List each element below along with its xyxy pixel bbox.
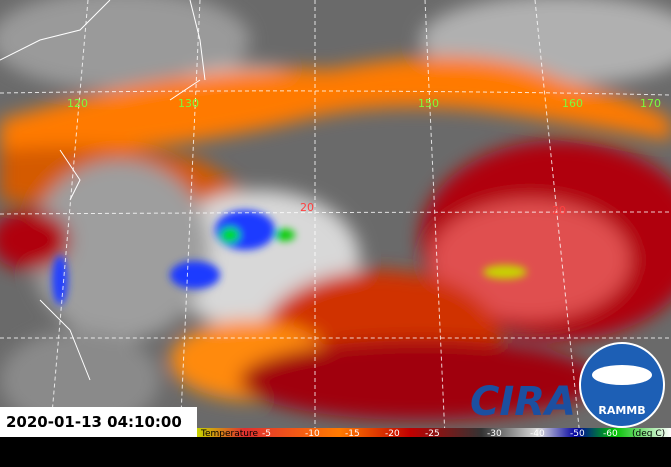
- colorbar-label: -60: [603, 429, 618, 437]
- colorbar-labels: -5 -10 -15 -20 -25 -30 -40 -50 -60 (deg C): [262, 429, 665, 437]
- longitude-label: 120: [67, 97, 88, 110]
- colorbar: [197, 428, 671, 437]
- logos: CIRA RAMMB: [470, 342, 665, 428]
- longitude-label: 130: [178, 97, 199, 110]
- colorbar-label: -15: [345, 429, 360, 437]
- colorbar-title: Temperature: [200, 429, 258, 437]
- cira-logo: CIRA: [470, 379, 576, 425]
- coastlines: [0, 0, 206, 381]
- convective-cells: [52, 210, 527, 305]
- cloud-field: [0, 0, 671, 430]
- rammb-logo: RAMMB: [598, 404, 645, 417]
- latitude-label: 20: [300, 201, 314, 214]
- colorbar-label: -30: [487, 429, 502, 437]
- colorbar-label: -40: [530, 429, 545, 437]
- latitude-label: 20: [552, 204, 566, 217]
- rammb-cloud: [592, 365, 652, 385]
- longitude-label: 170: [640, 97, 661, 110]
- satellite-image: 120 130 150 160 170 20 20 CIRA RAMMB Tem…: [0, 0, 671, 437]
- colorbar-label: -25: [425, 429, 440, 437]
- longitude-label: 150: [418, 97, 439, 110]
- satellite-view: 120 130 150 160 170 20 20 CIRA RAMMB Tem…: [0, 0, 671, 437]
- longitude-label: 160: [562, 97, 583, 110]
- colorbar-label: -20: [385, 429, 400, 437]
- colorbar-label: -10: [305, 429, 320, 437]
- colorbar-label: -50: [570, 429, 585, 437]
- graticule: [0, 0, 671, 437]
- timestamp: 2020-01-13 04:10:00 UTC: [0, 407, 197, 461]
- colorbar-unit: (deg C): [632, 429, 665, 437]
- colorbar-label: -5: [262, 429, 271, 437]
